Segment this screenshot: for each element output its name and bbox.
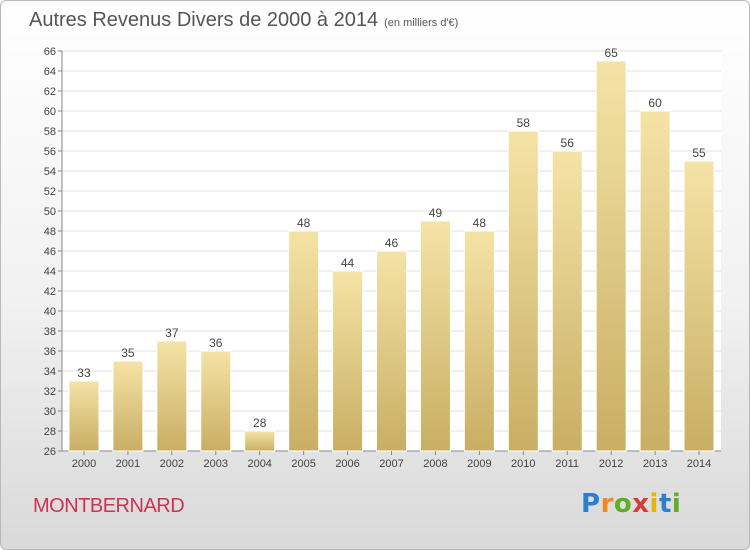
y-tick-label: 30 [44,406,56,418]
y-tick-label: 56 [44,146,56,158]
bar-2008 [419,220,451,452]
logo-letter: i [671,489,682,519]
y-tick-label: 54 [44,166,56,178]
bar-2000 [68,380,100,452]
x-tick-label-2006: 2006 [335,458,359,470]
y-tick-label: 58 [44,126,56,138]
bar-2010 [507,130,539,452]
data-label-2007: 46 [385,236,399,250]
data-label-2004: 28 [253,416,267,430]
data-label-2001: 35 [121,346,135,360]
x-tick-label-2009: 2009 [467,458,491,470]
y-tick-label: 46 [44,246,56,258]
y-tick-label: 64 [44,66,56,78]
bar-2003 [200,350,232,452]
data-label-2008: 49 [429,206,443,220]
bar-2007 [376,250,407,452]
y-tick-label: 32 [44,386,56,398]
x-tick-label-2011: 2011 [555,458,579,470]
bar-2011 [551,150,583,452]
x-tick-label-2007: 2007 [379,458,403,470]
x-tick-label-2004: 2004 [247,458,271,470]
y-tick-label: 60 [44,106,56,118]
x-tick-label-2002: 2002 [160,458,184,470]
data-label-2003: 36 [209,336,223,350]
bar-2009 [463,230,495,452]
chart-unit-note: (en milliers d'€) [384,17,459,29]
x-tick-label-2014: 2014 [687,458,711,470]
logo-letter: t [658,489,672,519]
data-label-2010: 58 [517,116,531,130]
data-label-2011: 56 [561,136,575,150]
chart-title: Autres Revenus Divers de 2000 à 2014 (en … [29,9,458,32]
y-tick-label: 66 [44,46,56,58]
bar-2012 [595,60,627,452]
x-tick-label-2001: 2001 [116,458,140,470]
data-label-2012: 65 [604,46,618,60]
bar-2013 [639,110,671,452]
y-tick-label: 62 [44,86,56,98]
y-tick-label: 28 [44,426,56,438]
bar-2006 [332,270,364,452]
y-tick-label: 50 [44,206,56,218]
data-label-2006: 44 [341,256,355,270]
y-tick-label: 36 [44,346,56,358]
x-tick-label-2000: 2000 [72,458,96,470]
x-tick-label-2013: 2013 [643,458,667,470]
logo-letter: r [600,489,614,519]
logo-letter: i [649,489,659,519]
logo-letter: x [632,489,650,519]
y-tick-label: 38 [44,326,56,338]
data-label-2014: 55 [692,146,706,160]
y-tick-label: 34 [44,366,56,378]
bar-2004 [244,430,276,452]
x-tick-label-2012: 2012 [599,458,623,470]
commune-name: MONTBERNARD [33,495,185,517]
data-label-2000: 33 [77,366,91,380]
y-tick-label: 26 [44,446,56,458]
data-label-2005: 48 [297,216,311,230]
y-tick-label: 42 [44,286,56,298]
x-tick-label-2005: 2005 [291,458,315,470]
bar-2005 [288,230,320,452]
y-tick-label: 52 [44,186,56,198]
y-tick-label: 48 [44,226,56,238]
x-tick-label-2010: 2010 [511,458,535,470]
data-label-2009: 48 [473,216,487,230]
bar-2014 [683,160,715,452]
proxiti-logo: Proxiti [581,489,681,519]
bar-2002 [156,340,188,452]
x-tick-label-2003: 2003 [204,458,228,470]
data-label-2013: 60 [648,96,662,110]
logo-letter: o [613,489,633,519]
data-label-2002: 37 [165,326,179,340]
chart-title-text: Autres Revenus Divers de 2000 à 2014 [29,9,379,31]
y-tick-label: 40 [44,306,56,318]
bar-2001 [112,360,144,452]
y-tick-label: 44 [44,266,56,278]
x-tick-label-2008: 2008 [423,458,447,470]
logo-letter: P [581,489,601,519]
